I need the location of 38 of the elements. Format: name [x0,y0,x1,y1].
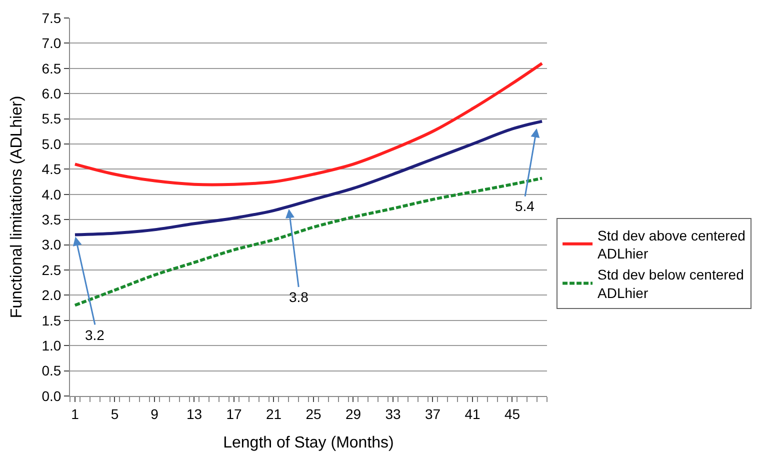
annotation: 3.8 [289,289,309,305]
legend-label: Std dev below centered ADLhier [598,266,744,301]
line-series [73,176,544,307]
x-axis-title: Length of Stay (Months) [223,434,394,452]
x-tick-label: 29 [345,406,362,422]
x-tick-label: 25 [306,406,322,422]
annotation: 5.4 [515,198,535,214]
y-tick-label: 0.0 [42,388,62,404]
legend-label: Std dev above centered ADLhier [598,227,746,262]
y-tick-label: 1.5 [42,312,62,328]
x-tick-label: 17 [226,406,242,422]
x-tick-label: 9 [150,406,159,422]
y-tick-label: 7.0 [42,35,62,52]
line-series [73,62,544,186]
y-tick-label: 4.0 [42,186,62,202]
y-tick-label: 1.0 [42,338,62,354]
x-tick-label: 13 [186,406,202,422]
x-tick-label: 5 [110,406,119,422]
annotation: 3.2 [85,327,105,343]
x-tick-label: 37 [424,406,441,422]
y-tick-label: 5.5 [42,110,62,127]
y-tick-label: 2.5 [42,262,62,278]
y-tick-label: 0.5 [42,362,62,379]
x-tick-label: 1 [71,406,80,422]
y-tick-label: 6.0 [42,86,62,102]
x-tick-label: 41 [464,406,480,422]
y-tick-label: 2.0 [42,287,62,304]
y-axis-title: Functional limitations (ADLhier) [8,96,26,318]
x-tick-label: 21 [266,406,282,422]
y-tick-label: 3.5 [42,212,62,228]
x-tick-label: 33 [385,406,401,422]
y-tick-label: 7.5 [42,10,62,26]
y-tick-label: 3.0 [42,236,62,253]
y-tick-label: 5.0 [42,136,62,152]
x-tick-label: 45 [504,406,520,422]
line-series [73,120,544,236]
y-tick-label: 4.5 [42,161,62,178]
y-tick-label: 6.5 [42,60,62,76]
